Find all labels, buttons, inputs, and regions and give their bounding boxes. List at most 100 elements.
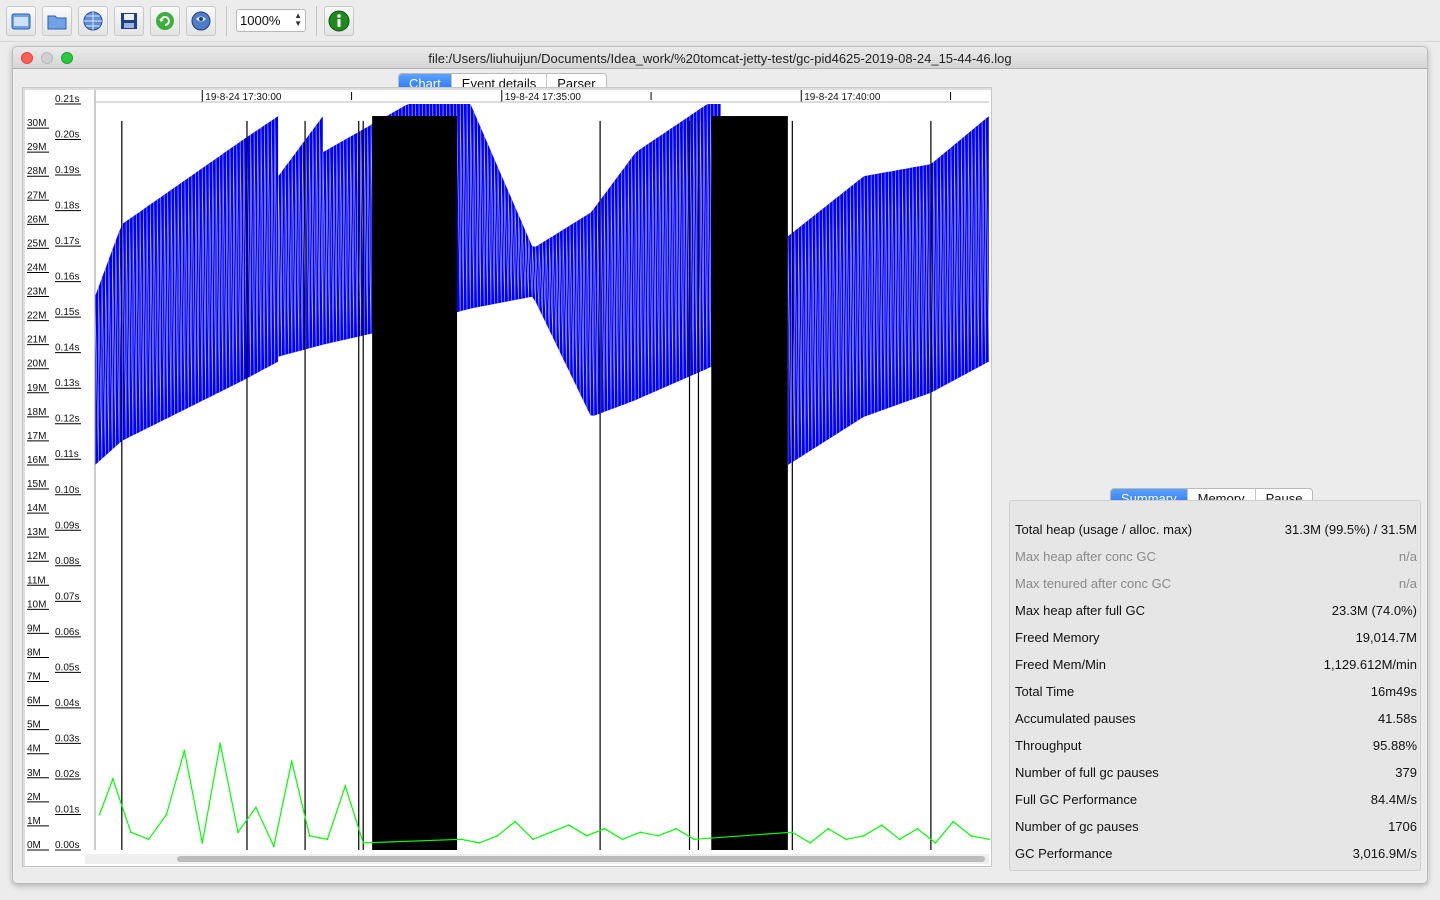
y-tick-label-memory: 4M — [27, 744, 41, 755]
summary-value: 379 — [1395, 765, 1417, 780]
y-tick-label-memory: 20M — [27, 359, 46, 370]
summary-value: 23.3M (74.0%) — [1331, 603, 1417, 618]
window-titlebar: file:/Users/liuhuijun/Documents/Idea_wor… — [13, 47, 1427, 69]
pause-point — [129, 831, 132, 834]
pause-point — [970, 834, 973, 837]
pause-point — [809, 841, 812, 844]
pause-point — [111, 778, 114, 780]
y-tick-label-memory: 26M — [27, 214, 46, 225]
y-tick-label-memory: 8M — [27, 647, 41, 658]
pause-point — [201, 841, 204, 844]
y-tick-label-pause: 0.06s — [55, 627, 79, 638]
y-tick-label-pause: 0.04s — [55, 698, 79, 709]
y-tick-label-memory: 29M — [27, 142, 46, 153]
heap-sawtooth — [787, 116, 990, 465]
y-tick-label-memory: 24M — [27, 262, 46, 273]
y-tick-label-pause: 0.03s — [55, 733, 79, 744]
y-tick-label-memory: 11M — [27, 575, 46, 586]
gc-chart-panel: 0M 1M 2M 3M 4M 5M 6M 7M 8M 9M 10M 11M 12M 13M 14M 15M 16… — [22, 87, 992, 867]
summary-row: Max tenured after conc GC n/a — [1015, 571, 1417, 598]
summary-row: Full GC Performance 84.4M/s — [1015, 787, 1417, 814]
summary-label: Freed Memory — [1015, 630, 1100, 645]
y-tick-label-memory: 25M — [27, 238, 46, 249]
pause-point — [988, 838, 990, 841]
summary-value: 31.3M (99.5%) / 31.5M — [1284, 522, 1417, 537]
summary-row: Freed Mem/Min 1,129.612M/min — [1015, 652, 1417, 679]
y-tick-label-pause: 0.12s — [55, 414, 79, 425]
y-tick-label-pause: 0.08s — [55, 556, 79, 567]
pause-point — [862, 834, 865, 837]
pause-point — [550, 831, 552, 834]
minimize-window-button[interactable] — [41, 52, 53, 64]
open-url-icon[interactable] — [78, 6, 108, 36]
pause-point — [362, 841, 365, 844]
y-tick-label-pause: 0.19s — [55, 165, 79, 176]
pause-point — [916, 827, 919, 830]
summary-row: Throughput 95.88% — [1015, 733, 1417, 760]
summary-row: Number of gc pauses 1706 — [1015, 814, 1417, 841]
spinner-arrows-icon[interactable]: ▲ ▼ — [294, 11, 302, 28]
summary-row: Number of full gc pauses 379 — [1015, 760, 1417, 787]
pause-point — [657, 834, 660, 837]
gc-chart[interactable]: 0M 1M 2M 3M 4M 5M 6M 7M 8M 9M 10M 11M 12M 13M 14M 15M 16… — [25, 90, 991, 866]
x-tick-label: 19-8-24 17:40:00 — [804, 92, 881, 103]
zoom-select[interactable]: 1000% ▲ ▼ — [236, 9, 306, 32]
pause-point — [845, 838, 847, 841]
y-tick-label-memory: 18M — [27, 407, 46, 418]
scrollbar-thumb[interactable] — [177, 856, 985, 862]
main-toolbar: 1000% ▲ ▼ — [0, 0, 1440, 42]
y-tick-label-memory: 15M — [27, 479, 46, 490]
pause-point — [532, 838, 534, 841]
maximize-window-button[interactable] — [61, 52, 73, 64]
pause-point — [675, 827, 677, 830]
summary-row: Max heap after conc GC n/a — [1015, 544, 1417, 571]
pause-point — [272, 845, 275, 848]
pause-point — [344, 785, 347, 787]
y-tick-label-memory: 21M — [27, 335, 46, 346]
window-title: file:/Users/liuhuijun/Documents/Idea_wor… — [428, 51, 1012, 66]
save-icon[interactable] — [114, 6, 144, 36]
summary-value: n/a — [1398, 576, 1417, 591]
summary-label: Total Time — [1015, 684, 1075, 699]
y-tick-label-memory: 17M — [27, 431, 46, 442]
pause-point — [791, 831, 794, 834]
x-tick-label: 19-8-24 17:35:00 — [505, 92, 582, 103]
y-tick-label-memory: 1M — [27, 816, 41, 827]
summary-row: Freed Memory 19,014.7M — [1015, 625, 1417, 652]
open-file-icon[interactable] — [6, 6, 36, 36]
pause-point — [165, 813, 168, 816]
close-window-button[interactable] — [21, 52, 33, 64]
y-tick-label-memory: 13M — [27, 527, 46, 538]
y-tick-label-pause: 0.20s — [55, 130, 79, 141]
y-tick-label-pause: 0.14s — [55, 343, 79, 354]
summary-value: 3,016.9M/s — [1352, 846, 1417, 861]
pause-point — [880, 824, 883, 827]
summary-value: 19,014.7M — [1355, 630, 1417, 645]
y-tick-label-pause: 0.01s — [55, 804, 79, 815]
pause-point — [514, 820, 517, 823]
y-tick-label-memory: 28M — [27, 166, 46, 177]
y-tick-label-pause: 0.16s — [55, 272, 79, 283]
watch-icon[interactable] — [186, 6, 216, 36]
y-tick-label-memory: 5M — [27, 720, 41, 731]
summary-label: Accumulated pauses — [1015, 711, 1136, 726]
summary-value: 16m49s — [1370, 684, 1417, 699]
y-tick-label-pause: 0.18s — [55, 201, 79, 212]
pause-point — [952, 820, 955, 823]
about-icon[interactable] — [324, 6, 354, 36]
summary-value: 1,129.612M/min — [1323, 657, 1417, 672]
heap-sawtooth — [278, 116, 324, 357]
pause-point — [183, 749, 186, 752]
reload-icon[interactable] — [150, 6, 180, 36]
open-folder-icon[interactable] — [42, 6, 72, 36]
summary-value: 41.58s — [1377, 711, 1417, 726]
pause-point — [460, 838, 463, 841]
pause-point — [147, 838, 150, 841]
y-tick-label-memory: 9M — [27, 623, 41, 634]
y-tick-label-pause: 0.02s — [55, 769, 79, 780]
summary-label: Full GC Performance — [1015, 792, 1138, 807]
x-tick-label: 19-8-24 17:30:00 — [205, 92, 282, 103]
pause-point — [621, 838, 624, 841]
y-tick-label-memory: 7M — [27, 672, 41, 683]
y-tick-label-memory: 16M — [27, 455, 46, 466]
